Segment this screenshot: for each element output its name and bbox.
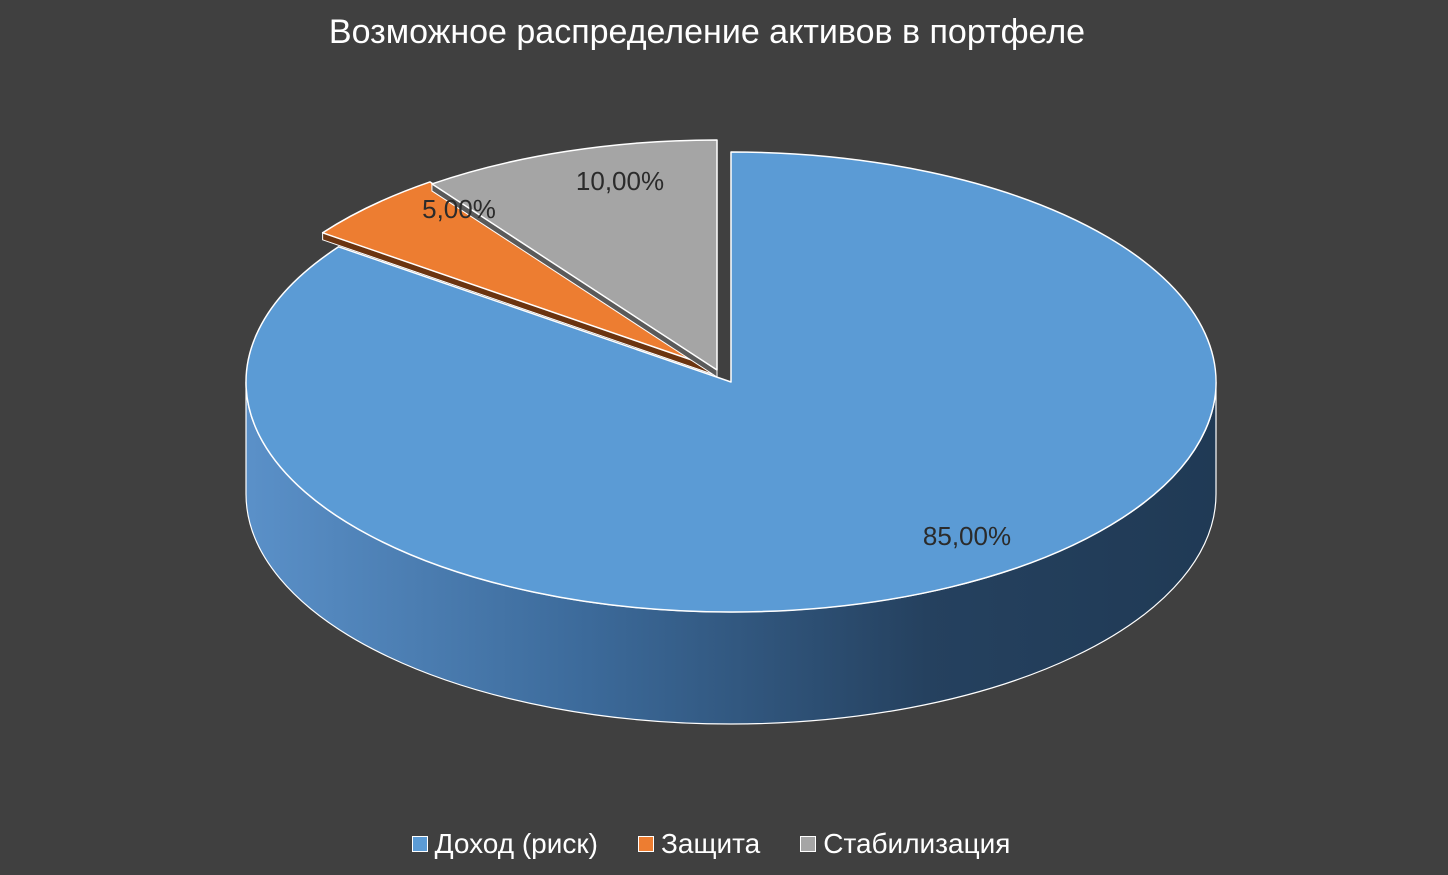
legend: Доход (риск) Защита Стабилизация	[0, 826, 1422, 862]
slice-stabilization[interactable]	[431, 139, 718, 371]
data-label-income: 85,00%	[923, 521, 1011, 551]
slice-protection[interactable]	[321, 181, 716, 369]
data-label-stabilization: 10,00%	[576, 166, 664, 196]
chart-title: Возможное распределение активов в портфе…	[328, 13, 1086, 51]
legend-swatch-stabilization	[800, 836, 817, 852]
legend-swatch-income	[411, 836, 428, 852]
legend-swatch-protection	[637, 836, 654, 852]
legend-label-income: Доход (риск)	[434, 828, 598, 859]
slice-income[interactable]	[245, 151, 1217, 613]
legend-entry-stabilization[interactable]: Стабилизация	[800, 826, 1010, 862]
legend-entry-income[interactable]: Доход (риск)	[411, 826, 598, 862]
data-label-protection: 5,00%	[422, 194, 496, 224]
legend-label-protection: Защита	[660, 828, 761, 859]
legend-label-stabilization: Стабилизация	[823, 828, 1011, 859]
legend-entry-protection[interactable]: Защита	[637, 826, 761, 862]
